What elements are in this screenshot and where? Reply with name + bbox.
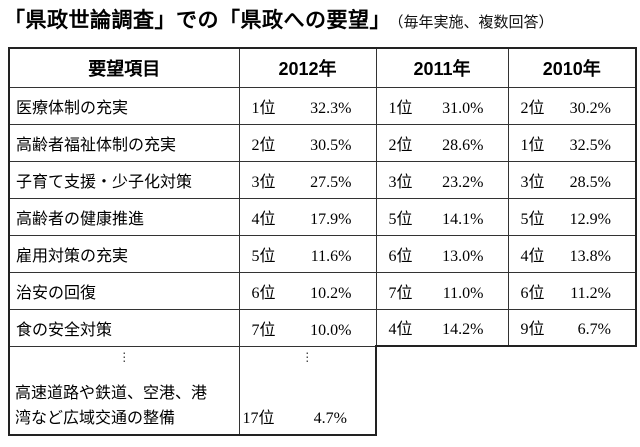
rank-value: 9位 [520, 321, 545, 339]
item-label: 高齢者福祉体制の充実 [8, 123, 240, 162]
table-row: 子育て支援・少子化対策 3位 27.5% 3位 23.2% 3位 28.5% [8, 160, 637, 199]
cell-2010: 4位 13.8% [507, 234, 637, 273]
rank-value: 3位 [251, 173, 276, 191]
empty-cell [376, 346, 508, 435]
cell-2012-ellipsis: ⋮ 17位 4.7% [238, 345, 377, 436]
percent-value: 17.9% [310, 210, 352, 228]
percent-value: 12.9% [569, 210, 611, 228]
rank-value: 3位 [520, 173, 545, 191]
table-row: 医療体制の充実 1位 32.3% 1位 31.0% 2位 30.2% [8, 86, 637, 125]
percent-value: 23.2% [442, 173, 484, 191]
vertical-ellipsis-icon: ⋮ [118, 349, 131, 364]
header-year-2010: 2010年 [507, 47, 637, 88]
percent-value: 14.2% [442, 321, 484, 339]
page-title: 「県政世論調査」での「県政への要望」 [4, 9, 391, 32]
percent-value: 13.8% [569, 247, 611, 265]
item-label: 雇用対策の充実 [8, 234, 240, 273]
table-row: 高齢者福祉体制の充実 2位 30.5% 2位 28.6% 1位 32.5% [8, 123, 637, 162]
cell-2011: 6位 13.0% [375, 234, 509, 273]
rank-value: 2位 [520, 99, 545, 117]
cell-2012: 6位 10.2% [238, 271, 377, 310]
cell-2011: 7位 11.0% [375, 271, 509, 310]
percent-value: 30.5% [310, 136, 352, 154]
percent-value: 10.2% [310, 284, 352, 302]
item-label: 医療体制の充実 [8, 86, 240, 125]
percent-value: 13.0% [442, 247, 484, 265]
figure-title-row: 「県政世論調査」での「県政への要望」 （毎年実施、複数回答） [4, 4, 554, 34]
percent-value: 4.7% [313, 409, 347, 427]
cell-2011: 3位 23.2% [375, 160, 509, 199]
rank-value: 1位 [388, 99, 413, 117]
cell-2010: 1位 32.5% [507, 123, 637, 162]
cell-2012: 5位 11.6% [238, 234, 377, 273]
header-row: 要望項目 2012年 2011年 2010年 [8, 47, 637, 88]
cell-2012: 3位 27.5% [238, 160, 377, 199]
rank-value: 1位 [251, 99, 276, 117]
rank-value: 1位 [520, 136, 545, 154]
table-row: 食の安全対策 7位 10.0% 4位 14.2% 9位 6.7% [8, 308, 637, 347]
rank-value: 3位 [388, 173, 413, 191]
rank-value: 7位 [388, 284, 413, 302]
table-row: 治安の回復 6位 10.2% 7位 11.0% 6位 11.2% [8, 271, 637, 310]
cell-2010: 5位 12.9% [507, 197, 637, 236]
table-row-ellipsis: ⋮ 高速道路や鉄道、空港、港湾など広域交通の整備 ⋮ 17位 4.7% [8, 345, 636, 436]
rank-value: 5位 [251, 247, 276, 265]
percent-value: 10.0% [310, 321, 352, 339]
percent-value: 11.6% [310, 247, 352, 265]
percent-value: 32.3% [310, 99, 352, 117]
cell-2011: 1位 31.0% [375, 86, 509, 125]
rank-value: 2位 [388, 136, 413, 154]
rank-value: 6位 [520, 284, 545, 302]
rank-value: 4位 [251, 210, 276, 228]
item-label: 食の安全対策 [8, 308, 240, 347]
rank-value: 5位 [520, 210, 545, 228]
header-request-item: 要望項目 [8, 47, 240, 88]
percent-value: 27.5% [310, 173, 352, 191]
percent-value: 28.5% [569, 173, 611, 191]
cell-2010: 6位 11.2% [507, 271, 637, 310]
table-row: 高齢者の健康推進 4位 17.9% 5位 14.1% 5位 12.9% [8, 197, 637, 236]
cell-2010: 2位 30.2% [507, 86, 637, 125]
percent-value: 14.1% [442, 210, 484, 228]
percent-value: 11.2% [570, 284, 611, 302]
cell-2012: 2位 30.5% [238, 123, 377, 162]
cell-2010: 9位 6.7% [507, 308, 637, 347]
table-row: 雇用対策の充実 5位 11.6% 6位 13.0% 4位 13.8% [8, 234, 637, 273]
percent-value: 11.0% [442, 284, 484, 302]
rank-value: 6位 [251, 284, 276, 302]
percent-value: 6.7% [577, 321, 611, 339]
percent-value: 30.2% [569, 99, 611, 117]
header-year-2011: 2011年 [375, 47, 509, 88]
item-label: 高齢者の健康推進 [8, 197, 240, 236]
percent-value: 31.0% [442, 99, 484, 117]
cell-2011: 2位 28.6% [375, 123, 509, 162]
item-label-ellipsis-cell: ⋮ 高速道路や鉄道、空港、港湾など広域交通の整備 [8, 345, 240, 436]
cell-2010: 3位 28.5% [507, 160, 637, 199]
rank-value: 2位 [251, 136, 276, 154]
rank-value: 7位 [251, 321, 276, 339]
cell-2012: 4位 17.9% [238, 197, 377, 236]
percent-value: 32.5% [569, 136, 611, 154]
title-note: （毎年実施、複数回答） [396, 15, 554, 31]
vertical-ellipsis-icon: ⋮ [301, 349, 314, 364]
survey-results-table: 要望項目 2012年 2011年 2010年 医療体制の充実 1位 32.3% 1… [8, 47, 637, 436]
rank-value: 5位 [388, 210, 413, 228]
rank-value: 4位 [520, 247, 545, 265]
rank-value: 6位 [388, 247, 413, 265]
item-label: 治安の回復 [8, 271, 240, 310]
empty-cell [508, 346, 636, 435]
rank-value: 4位 [388, 321, 413, 339]
item-label: 子育て支援・少子化対策 [8, 160, 240, 199]
item-label: 高速道路や鉄道、空港、港湾など広域交通の整備 [15, 384, 208, 427]
cell-2011: 5位 14.1% [375, 197, 509, 236]
rank-value: 17位 [242, 409, 275, 427]
header-year-2012: 2012年 [238, 47, 377, 88]
percent-value: 28.6% [442, 136, 484, 154]
cell-2012: 1位 32.3% [238, 86, 377, 125]
cell-2011: 4位 14.2% [375, 308, 509, 347]
cell-2012: 7位 10.0% [238, 308, 377, 347]
